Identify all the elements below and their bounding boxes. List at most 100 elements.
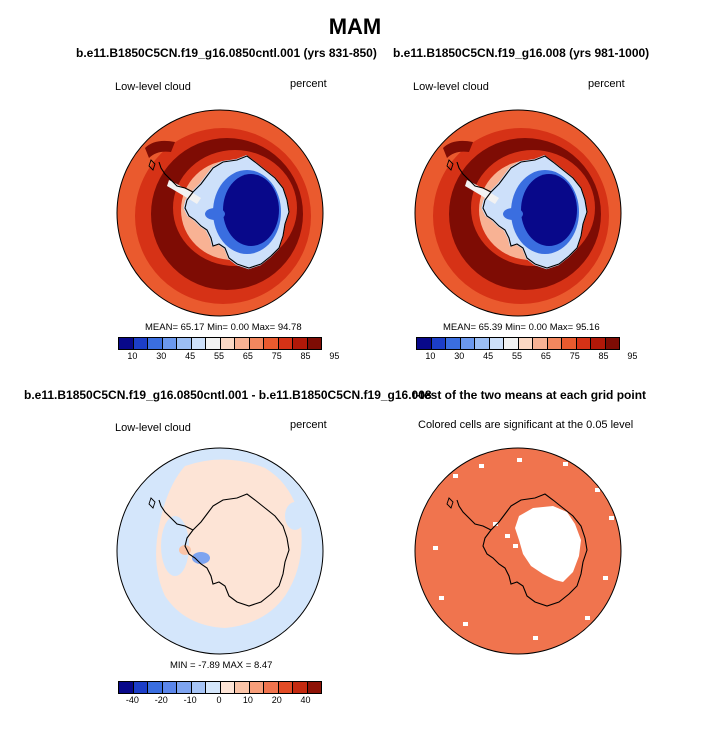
antarctic-peninsula-coastline — [456, 161, 492, 193]
field-negative-west — [161, 516, 189, 576]
field-weddell-low — [205, 208, 225, 220]
colorbar-swatch — [562, 338, 577, 349]
not-significant-cell — [479, 464, 484, 468]
colorbar-swatch — [446, 338, 461, 349]
colorbar-swatch — [191, 338, 206, 349]
colorbar-swatch — [460, 338, 475, 349]
colorbar-swatch — [206, 338, 221, 349]
not-significant-cell — [513, 544, 518, 548]
colorbar-tick-label: 85 — [300, 351, 311, 361]
panel2-stats: MEAN= 65.39 Min= 0.00 Max= 95.16 — [443, 322, 600, 333]
panel3-colorbar-ticks: -40 -20 -10 0 10 20 40 — [118, 695, 320, 707]
antarctic-peninsula-coastline — [158, 161, 194, 193]
colorbar-tick-label: 55 — [511, 351, 523, 361]
panel1-max-value: 94.78 — [277, 322, 302, 333]
antarctica-coastline — [184, 155, 290, 269]
colorbar-tick-label: 30 — [454, 351, 465, 361]
south-america-tip-coastline — [148, 497, 156, 509]
colorbar-tick-label: 75 — [271, 351, 282, 361]
colorbar-swatch — [278, 682, 293, 693]
colorbar-tick-label: 30 — [156, 351, 167, 361]
colorbar-swatch — [148, 338, 163, 349]
field-peninsula-low — [465, 180, 499, 204]
colorbar-swatch — [307, 682, 321, 693]
colorbar-tick-label: 95 — [627, 351, 638, 361]
colorbar-swatch — [235, 338, 250, 349]
colorbar-tick-label: 85 — [598, 351, 609, 361]
colorbar-tick-label: 55 — [213, 351, 225, 361]
colorbar-swatch — [220, 682, 235, 693]
colorbar-tick-label: 45 — [483, 351, 494, 361]
panel1-colorbar-ticks: 10 30 45 55 65 75 85 95 — [118, 351, 339, 363]
colorbar-swatch — [605, 338, 619, 349]
colorbar-swatch — [148, 682, 163, 693]
colorbar-swatch — [191, 682, 206, 693]
map-boundary-circle — [414, 447, 622, 655]
panel2-mean-value: 65.39 — [478, 322, 503, 333]
map-boundary-circle — [414, 109, 622, 317]
field-drake-high — [145, 140, 175, 158]
colorbar-swatch — [162, 338, 177, 349]
field-not-significant-interior — [515, 506, 581, 582]
colorbar-swatch — [489, 338, 504, 349]
colorbar-swatch — [278, 338, 293, 349]
panel2-min-value: 0.00 — [528, 322, 548, 333]
antarctica-coastline — [482, 493, 588, 607]
colorbar-swatch — [431, 338, 446, 349]
not-significant-cell — [453, 474, 458, 478]
map-field — [117, 448, 323, 654]
colorbar-swatch — [264, 682, 279, 693]
colorbar-tick-label: 40 — [300, 695, 311, 705]
not-significant-cell — [463, 622, 468, 626]
figure-title: MAM — [328, 14, 382, 39]
antarctica-coastline — [184, 493, 290, 607]
colorbar-swatch — [307, 338, 321, 349]
colorbar-swatch — [206, 682, 221, 693]
field-positive-north — [193, 464, 237, 484]
colorbar-tick-label: 65 — [540, 351, 551, 361]
not-significant-cell — [603, 576, 608, 580]
panel2-title: b.e11.B1850C5CN.f19_g16.008 (yrs 981-100… — [393, 46, 650, 60]
field-antarctic-interior — [521, 174, 577, 246]
colorbar-swatch — [475, 338, 490, 349]
colorbar-swatch — [249, 338, 264, 349]
colorbar-swatch — [177, 682, 192, 693]
panel4-title: t-test of the two means at each grid poi… — [412, 388, 647, 402]
colorbar-tick-label: -40 — [125, 695, 139, 705]
panel2-variable-label: Low-level cloud — [413, 81, 489, 93]
not-significant-cell — [517, 458, 522, 462]
panel3-stats: MIN = -7.89 MAX = 8.47 — [170, 660, 272, 671]
not-significant-cell — [439, 596, 444, 600]
colorbar-swatch — [133, 338, 148, 349]
not-significant-cell — [505, 534, 510, 538]
map-field — [415, 110, 621, 316]
colorbar-tick-label: 95 — [329, 351, 340, 361]
colorbar-tick-label: 75 — [569, 351, 580, 361]
colorbar-swatch — [504, 338, 519, 349]
not-significant-cell — [595, 488, 600, 492]
not-significant-cell — [585, 616, 590, 620]
map-field — [117, 110, 323, 316]
colorbar-tick-label: 10 — [425, 351, 436, 361]
field-weddell-negative — [192, 552, 210, 564]
colorbar-tick-label: -20 — [154, 695, 168, 705]
colorbar-swatch — [576, 338, 591, 349]
colorbar-tick-label: -10 — [183, 695, 197, 705]
not-significant-cell — [533, 636, 538, 640]
panel1-min-value: 0.00 — [230, 322, 250, 333]
panel1-colorbar — [118, 337, 322, 350]
panel3-max-value: 8.47 — [253, 660, 273, 671]
panel2-max-label: Max= — [549, 322, 574, 333]
colorbar-swatch — [293, 682, 308, 693]
colorbar-swatch — [264, 338, 279, 349]
colorbar-swatch — [133, 682, 148, 693]
south-america-tip-coastline — [148, 159, 156, 171]
panel3-variable-label: Low-level cloud — [115, 422, 191, 434]
colorbar-swatch — [162, 682, 177, 693]
colorbar-tick-label: 10 — [242, 695, 253, 705]
field-antarctic-interior — [223, 174, 279, 246]
colorbar-swatch — [119, 682, 134, 693]
colorbar-swatch — [235, 682, 250, 693]
antarctic-peninsula-coastline — [456, 499, 492, 531]
panel1-mean-value: 65.17 — [180, 322, 205, 333]
